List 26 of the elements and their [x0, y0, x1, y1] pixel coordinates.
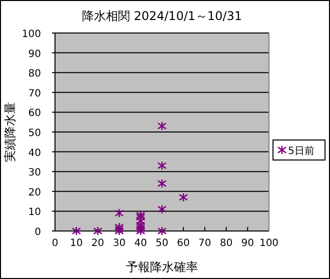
- y-tick-label: 30: [28, 168, 41, 179]
- x-tick-label: 80: [220, 238, 233, 249]
- x-tick-label: 20: [91, 238, 104, 249]
- x-tick-label: 10: [70, 238, 83, 249]
- y-tick-label: 0: [34, 227, 41, 238]
- legend-label: 5日前: [288, 145, 314, 157]
- y-tick-label: 90: [28, 48, 41, 60]
- y-tick-label: 50: [28, 128, 41, 139]
- y-axis-title: 実績降水量: [3, 102, 17, 162]
- x-tick-label: 60: [177, 238, 190, 249]
- y-tick-label: 80: [28, 68, 41, 80]
- y-tick-label: 10: [28, 207, 41, 218]
- y-tick-label: 20: [28, 187, 41, 198]
- x-tick-label: 0: [52, 238, 58, 249]
- y-tick-label: 70: [28, 88, 41, 100]
- x-axis-title: 予報降水確率: [126, 260, 198, 274]
- y-tick-label: 60: [28, 108, 41, 120]
- x-tick-label: 90: [241, 238, 254, 249]
- x-tick-label: 100: [259, 238, 279, 249]
- x-tick-label: 30: [112, 238, 126, 249]
- chart-title: 降水相関 2024/10/1～10/31: [82, 9, 242, 23]
- y-tick-label: 100: [22, 29, 41, 40]
- x-tick-label: 50: [156, 238, 168, 249]
- x-tick-label: 40: [134, 238, 147, 249]
- x-tick-label: 70: [198, 238, 212, 249]
- y-tick-label: 40: [28, 148, 41, 159]
